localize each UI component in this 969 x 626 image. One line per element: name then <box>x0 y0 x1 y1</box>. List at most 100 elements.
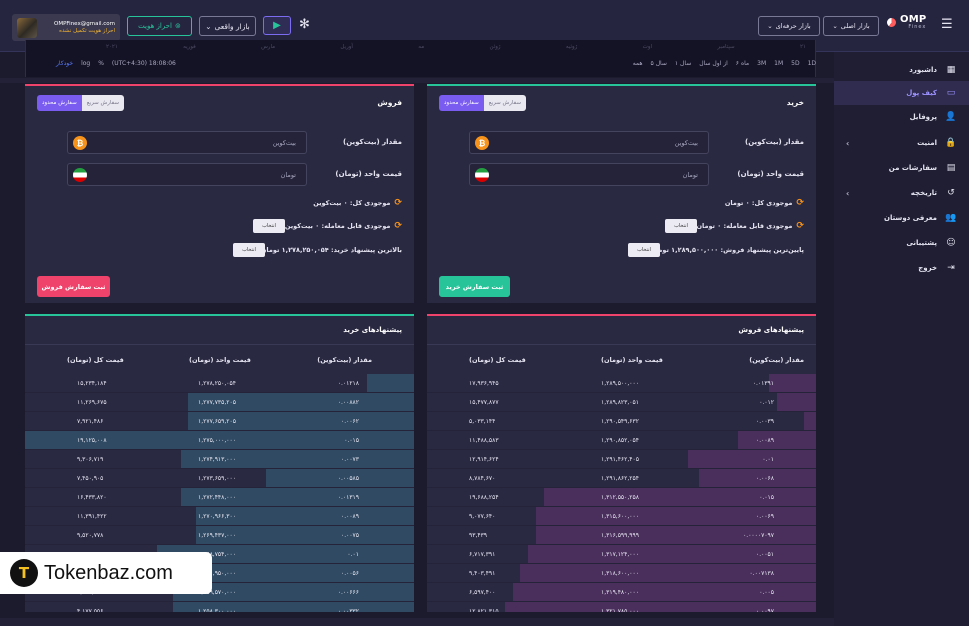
table-row[interactable]: ۰.۰۰۸۹ ۱,۲۹۰,۸۵۲,۰۵۴ ۱۱,۴۸۸,۵۸۳ <box>427 431 816 450</box>
verify-identity-button[interactable]: احراز هویت ⊚ <box>127 16 192 36</box>
table-row[interactable]: ۰.۰۰۷۳ ۱,۲۷۴,۹۱۳,۰۰۰ ۹,۳۰۶,۷۱۹ <box>25 450 414 469</box>
sidebar-item-wallet[interactable]: کیف پول ▭ <box>834 81 969 105</box>
screen-toggle-icon[interactable]: ▶ <box>263 16 291 35</box>
depth-bar <box>543 488 816 506</box>
cell-amount: ۰.۰۰۶۹ <box>755 513 774 520</box>
table-row[interactable]: ۰.۰۰۹۷ ۱,۳۲۱,۷۸۵,۰۰۰ ۱۲,۸۲۱,۳۱۵ <box>427 602 816 612</box>
limit-order-tab[interactable]: سفارش محدود <box>37 95 82 111</box>
buy-select-balance-button[interactable]: انتخاب <box>665 219 697 233</box>
chevron-left-icon: ‹ <box>846 188 850 198</box>
percent-scale-button[interactable]: % <box>98 60 104 67</box>
refresh-icon[interactable]: ⟳ <box>796 198 804 208</box>
log-scale-button[interactable]: log <box>81 60 91 67</box>
tokenbaz-logo-icon: T <box>10 559 38 587</box>
table-row[interactable]: ۰.۰۱۵ ۱,۳۱۲,۵۵۰,۲۵۸ ۱۹,۶۸۸,۲۵۴ <box>427 488 816 507</box>
depth-bar <box>512 583 816 601</box>
hamburger-menu-icon[interactable]: ☰ <box>941 17 953 32</box>
range-button[interactable]: 3M <box>757 60 767 67</box>
market-order-tab[interactable]: سفارش سریع <box>81 95 124 111</box>
table-row[interactable]: ۰.۰۱۵ ۱,۲۷۵,۰۰۰,۰۰۰ ۱۹,۱۲۵,۰۰۸ <box>25 431 414 450</box>
verification-status: احراز هویت تکمیل نشده <box>59 27 115 34</box>
cell-total: ۱۹,۶۸۸,۲۵۴ <box>469 494 499 501</box>
range-button[interactable]: همه <box>632 60 643 67</box>
table-row[interactable]: ۰.۰۰۵۱ ۱,۳۱۷,۱۲۴,۰۰۰ ۶,۷۱۷,۳۹۱ <box>427 545 816 564</box>
sell-select-offer-button[interactable]: انتخاب <box>233 243 265 257</box>
limit-order-tab[interactable]: سفارش محدود <box>439 95 484 111</box>
sell-book-title: پیشنهادهای فروش <box>738 326 804 334</box>
buy-select-offer-button[interactable]: انتخاب <box>628 243 660 257</box>
chart-x-axis: ۲۰۲۱ فوریه مارس آوریل مه ژوئن ژوئیه اوت … <box>106 44 806 52</box>
sell-amount-input[interactable]: ₿ بیت‌کوین <box>67 131 307 154</box>
x-tick-label: فوریه <box>183 44 196 50</box>
table-row[interactable]: ۰.۰۱۳۱۹ ۱,۲۷۲,۴۴۸,۰۰۰ ۱۶,۴۳۳,۸۲۰ <box>25 488 414 507</box>
sidebar-item-support[interactable]: پشتیبانی ☺ <box>834 231 969 255</box>
sidebar-item-profile[interactable]: پروفایل 👤 <box>834 105 969 129</box>
range-button[interactable]: ۶ ماه <box>735 60 750 67</box>
sidebar-item-my-orders[interactable]: سفارشات من ▤ <box>834 156 969 180</box>
table-row[interactable]: ۰.۰۰۸۸۲ ۱,۲۷۷,۷۳۵,۲۰۵ ۱۱,۲۶۹,۶۷۵ <box>25 393 414 412</box>
table-row[interactable]: ۰.۰۰۷۱۳۸ ۱,۳۱۸,۶۰۰,۰۰۰ ۹,۴۰۳,۴۹۱ <box>427 564 816 583</box>
user-profile-box[interactable]: OMPFinex@gmail.com احراز هویت تکمیل نشده <box>12 14 120 41</box>
sidebar-item-label: تاریخچه <box>910 189 937 197</box>
sidebar-item-logout[interactable]: خروج ⇥ <box>834 256 969 280</box>
table-row[interactable]: ۰.۰۰۸۹ ۱,۲۷۰,۹۶۶,۳۰۰ ۱۱,۳۹۱,۴۲۲ <box>25 507 414 526</box>
sell-order-panel: فروش سفارش محدود سفارش سریع مقدار (بیت‌ک… <box>25 84 414 303</box>
range-button[interactable]: از اول سال <box>699 60 728 67</box>
refresh-icon[interactable]: ⟳ <box>394 221 402 231</box>
sell-select-balance-button[interactable]: انتخاب <box>253 219 285 233</box>
buy-price-input[interactable]: تومان <box>469 163 709 186</box>
sell-price-input[interactable]: تومان <box>67 163 307 186</box>
table-row[interactable]: ۰.۰۱۲ ۱,۲۸۹,۸۲۳,۰۵۱ ۱۵,۴۷۷,۸۷۷ <box>427 393 816 412</box>
table-row[interactable]: ۰.۰۰۶۹ ۱,۳۱۵,۶۰۰,۰۰۰ ۹,۰۷۷,۶۴۰ <box>427 507 816 526</box>
buy-order-panel: خرید سفارش محدود سفارش سریع مقدار (بیت‌ک… <box>427 84 816 303</box>
sidebar-item-security[interactable]: ‹ امنیت 🔒 <box>834 131 969 155</box>
sidebar-item-dashboard[interactable]: داشبورد ▦ <box>834 58 969 82</box>
table-row[interactable]: ۰.۰۰۶۲ ۱,۲۷۷,۶۵۹,۲۰۵ ۷,۹۲۱,۴۸۶ <box>25 412 414 431</box>
real-market-dropdown[interactable]: ⌄ بازار واقعی <box>199 16 256 36</box>
logo-mark-icon <box>885 16 898 29</box>
table-row[interactable]: ۰.۰۰۳۳۲ ۱,۲۵۸,۳۰۰,۰۰۰ ۴,۱۷۷,۵۵۶ <box>25 602 414 612</box>
gear-icon[interactable]: ✻ <box>299 17 310 32</box>
table-row[interactable]: ۰.۰۰۰۰۷۰۹۷ ۱,۳۱۶,۵۹۹,۹۹۹ ۹۳,۴۳۹ <box>427 526 816 545</box>
cell-total: ۹۳,۴۳۹ <box>469 532 488 539</box>
cell-unit-price: ۱,۳۲۱,۷۸۵,۰۰۰ <box>601 608 639 612</box>
cell-unit-price: ۱,۲۷۴,۹۱۳,۰۰۰ <box>198 456 236 463</box>
table-row[interactable]: ۰.۰۰۷۵ ۱,۲۶۹,۴۳۷,۰۰۰ ۹,۵۲۰,۷۷۸ <box>25 526 414 545</box>
range-button[interactable]: 1D <box>807 60 816 67</box>
range-button[interactable]: 5D <box>791 60 800 67</box>
table-row[interactable]: ۰.۰۰۵ ۱,۳۱۹,۴۸۰,۰۰۰ ۶,۵۹۷,۴۰۰ <box>427 583 816 602</box>
submit-buy-order-button[interactable]: ثبت سفارش خرید <box>439 276 510 297</box>
sidebar-item-referral[interactable]: معرفی دوستان 👥 <box>834 206 969 230</box>
table-row[interactable]: ۰.۰۰۳۹ ۱,۲۹۰,۵۴۹,۶۳۲ ۵,۰۳۳,۱۴۴ <box>427 412 816 431</box>
main-market-dropdown[interactable]: ⌄ بازار اصلی <box>823 16 879 36</box>
range-button[interactable]: ۵ سال <box>650 60 667 67</box>
auto-scale-button[interactable]: خودکار <box>56 60 74 67</box>
table-row[interactable]: ۰.۰۰۶۸ ۱,۲۹۱,۸۶۲,۲۵۴ ۸,۷۸۴,۶۷۰ <box>427 469 816 488</box>
sidebar-item-label: پشتیبانی <box>906 239 937 247</box>
table-row[interactable]: ۰.۰۱ ۱,۲۹۱,۴۶۲,۴۰۵ ۱۲,۹۱۴,۶۲۴ <box>427 450 816 469</box>
logout-icon: ⇥ <box>947 263 955 273</box>
x-tick-label: سپتامبر <box>717 44 735 50</box>
cell-total: ۱۵,۴۷۷,۸۷۷ <box>469 399 499 406</box>
table-row[interactable]: ۰.۰۱۳۹۱ ۱,۲۸۹,۵۰۰,۰۰۰ ۱۷,۹۳۶,۹۴۵ <box>427 374 816 393</box>
submit-sell-order-button[interactable]: ثبت سفارش فروش <box>37 276 110 297</box>
sidebar-item-history[interactable]: ‹ تاریخچه ↺ <box>834 181 969 205</box>
price-chart-strip[interactable]: ۲۰۲۱ فوریه مارس آوریل مه ژوئن ژوئیه اوت … <box>25 40 816 77</box>
iran-flag-icon <box>73 168 87 182</box>
pro-market-dropdown[interactable]: ⌄ بازار حرفه‌ای <box>758 16 820 36</box>
range-button[interactable]: ۱ سال <box>674 60 692 67</box>
dashboard-icon: ▦ <box>946 65 956 75</box>
buy-amount-input[interactable]: ₿ بیت‌کوین <box>469 131 709 154</box>
refresh-icon[interactable]: ⟳ <box>394 198 402 208</box>
cell-total: ۶,۵۹۷,۴۰۰ <box>469 589 496 596</box>
timezone-label[interactable]: (UTC+4:30) 18:08:06 <box>111 60 176 67</box>
table-row[interactable]: ۰.۰۰۵۸۵ ۱,۲۷۳,۶۵۹,۰۰۰ ۷,۴۵۰,۹۰۵ <box>25 469 414 488</box>
cell-total: ۶,۷۱۷,۳۹۱ <box>469 551 496 558</box>
logo[interactable]: OMP Finex <box>885 15 926 30</box>
column-header-unit-price: قیمت واحد (تومان) <box>189 356 251 364</box>
table-row[interactable]: ۰.۰۱۲۱۸ ۱,۲۷۸,۲۵۰,۰۵۴ ۱۵,۲۳۴,۱۸۴ <box>25 374 414 393</box>
buy-tradable-balance: موجودی قابل معامله: ۰ تومان ⟳ <box>696 221 804 231</box>
refresh-icon[interactable]: ⟳ <box>796 221 804 231</box>
market-order-tab[interactable]: سفارش سریع <box>483 95 526 111</box>
range-button[interactable]: 1M <box>774 60 784 67</box>
